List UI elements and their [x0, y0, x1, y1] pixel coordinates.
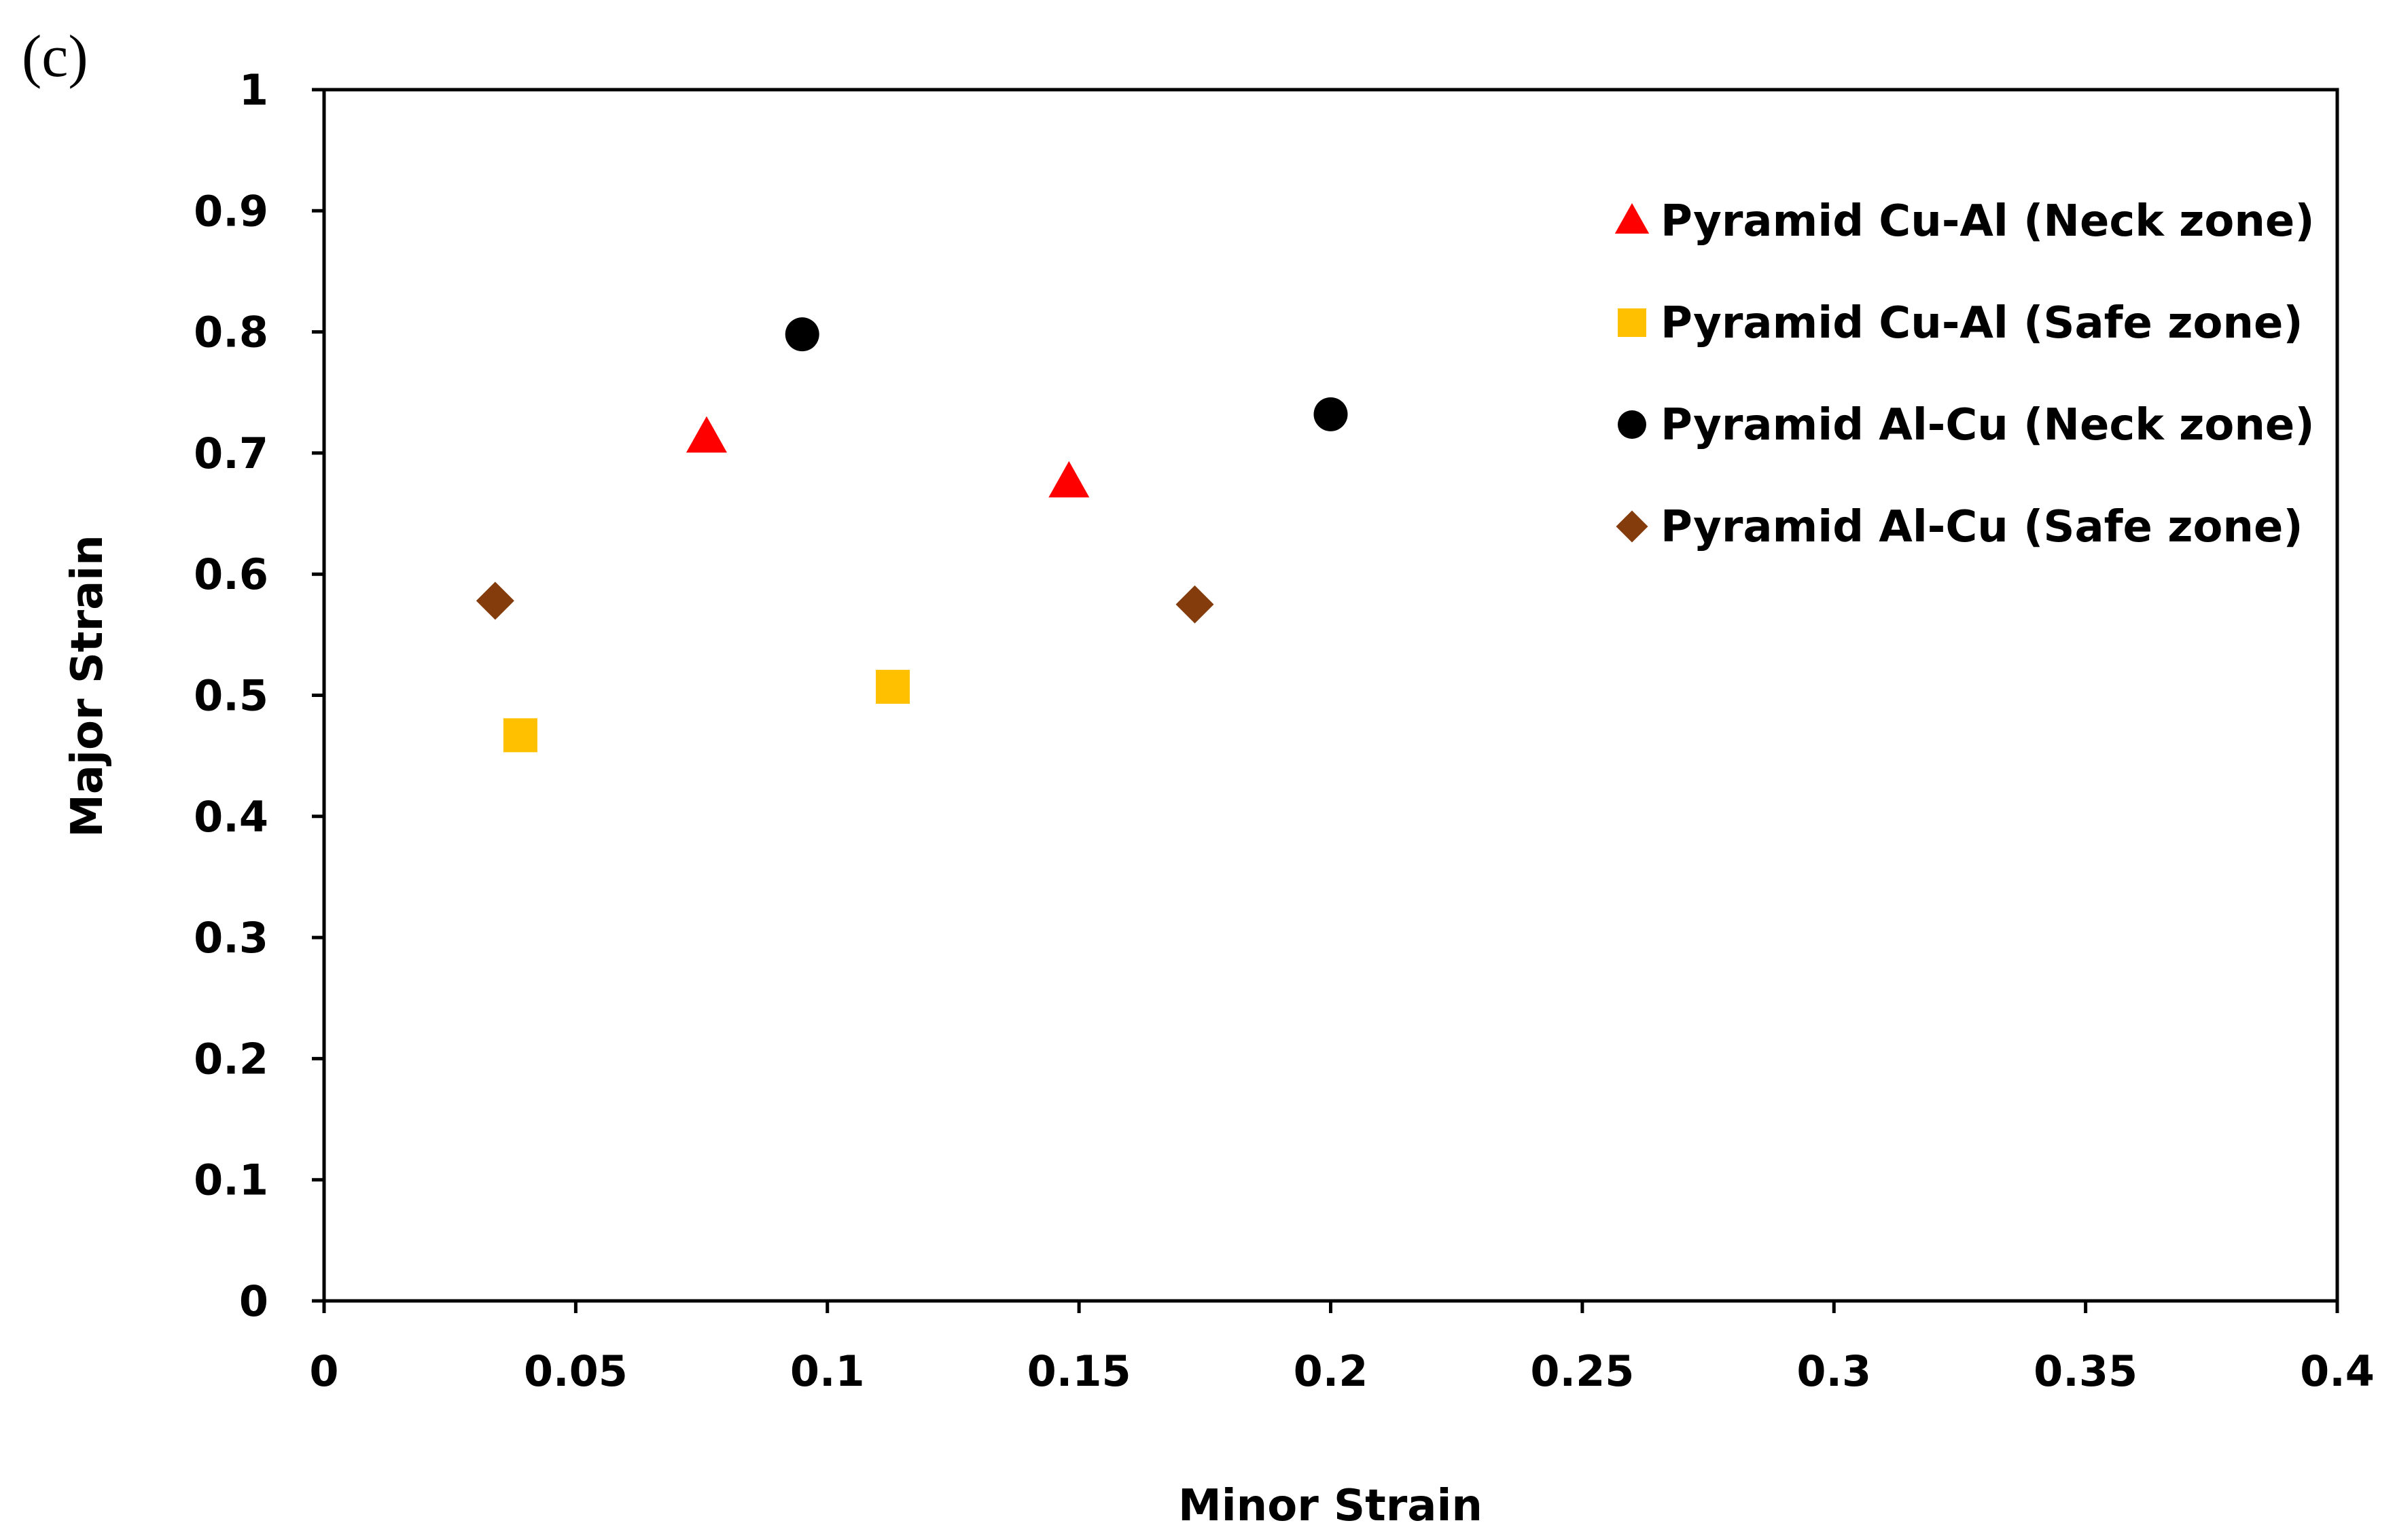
x-tick-label: 0.25: [1530, 1346, 1634, 1396]
legend-marker-square: [1618, 308, 1646, 337]
legend-label: Pyramid Al-Cu (Safe zone): [1661, 502, 2303, 552]
x-axis-ticks: 0 0.05 0.1 0.15 0.2 0.25 0.3 0.35 0.4: [309, 1301, 2375, 1396]
legend-label: Pyramid Cu-Al (Neck zone): [1661, 196, 2315, 247]
x-tick-label: 0.1: [790, 1346, 865, 1396]
legend-marker-circle: [1618, 410, 1646, 439]
x-tick-label: 0.4: [2300, 1346, 2375, 1396]
y-tick-label: 0.5: [194, 671, 268, 721]
y-tick-label: 0: [239, 1276, 268, 1326]
x-tick-label: 0: [309, 1346, 338, 1396]
data-point-triangle: [686, 416, 727, 453]
x-tick-label: 0.15: [1027, 1346, 1131, 1396]
y-tick-label: 1: [239, 65, 268, 115]
legend-label: Pyramid Cu-Al (Safe zone): [1661, 298, 2303, 348]
y-tick-label: 0.2: [194, 1034, 268, 1084]
data-point-triangle: [1048, 461, 1090, 498]
y-tick-label: 0.3: [194, 913, 268, 963]
x-axis-label: Minor Strain: [1178, 1481, 1483, 1531]
data-points: [476, 317, 1348, 753]
x-tick-label: 0.3: [1796, 1346, 1871, 1396]
y-tick-label: 0.1: [194, 1156, 268, 1205]
y-axis-ticks: 0 0.1 0.2 0.3 0.4 0.5 0.6 0.7 0.8 0.9 1: [194, 65, 324, 1326]
legend: Pyramid Cu-Al (Neck zone) Pyramid Cu-Al (…: [1614, 196, 2315, 552]
data-point-diamond: [1175, 585, 1214, 624]
data-point-diamond: [476, 581, 514, 620]
data-point-square: [876, 670, 910, 704]
y-tick-label: 0.4: [194, 792, 268, 842]
legend-marker-diamond: [1616, 510, 1648, 543]
panel-label: (c): [22, 24, 88, 90]
y-tick-label: 0.9: [194, 186, 268, 236]
data-point-circle: [1313, 397, 1348, 431]
legend-label: Pyramid Al-Cu (Neck zone): [1661, 400, 2315, 450]
x-tick-label: 0.35: [2034, 1346, 2137, 1396]
x-tick-label: 0.05: [524, 1346, 628, 1396]
y-tick-label: 0.7: [194, 429, 268, 478]
data-point-circle: [785, 317, 819, 352]
y-axis-label: Major Strain: [63, 535, 113, 838]
data-point-square: [503, 718, 537, 753]
legend-marker-triangle: [1614, 202, 1650, 234]
x-tick-label: 0.2: [1294, 1346, 1368, 1396]
y-tick-label: 0.6: [194, 550, 268, 599]
plot-area: [322, 88, 2339, 1303]
y-tick-label: 0.8: [194, 308, 268, 357]
